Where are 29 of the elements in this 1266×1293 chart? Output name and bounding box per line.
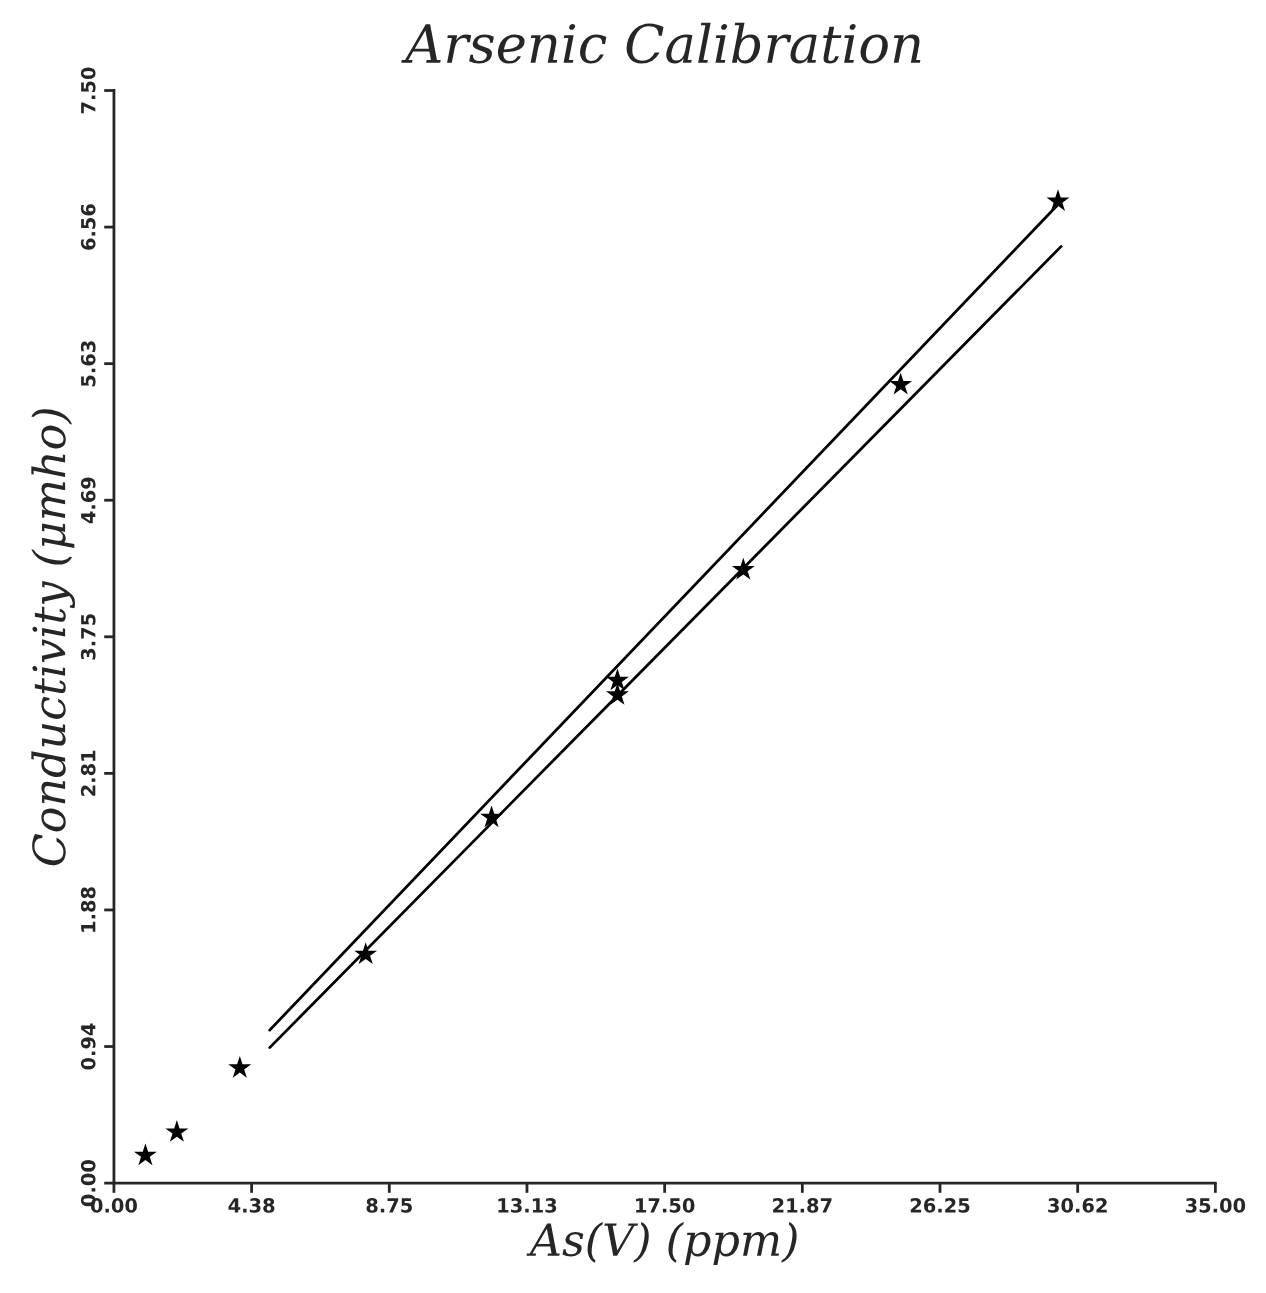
- x-tick-label: 30.62: [1048, 1198, 1107, 1213]
- chart-title: Arsenic Calibration: [401, 22, 921, 64]
- y-tick-label: 0.94: [80, 1023, 96, 1070]
- y-tick-label: 7.50: [80, 67, 96, 114]
- point: [606, 668, 629, 691]
- point: [165, 1120, 189, 1142]
- point: [1046, 189, 1070, 211]
- x-tick-label: 35.00: [1185, 1198, 1246, 1213]
- x-tick-label: 4.38: [228, 1198, 275, 1213]
- x-tick-label: 26.25: [910, 1198, 970, 1213]
- y-tick-label: 4.69: [80, 477, 96, 524]
- y-tick-label: 5.63: [80, 341, 96, 387]
- point: [480, 805, 504, 828]
- y-tick-label: 6.56: [80, 204, 96, 250]
- x-tick-label: 17.50: [636, 1198, 695, 1213]
- point: [228, 1055, 252, 1078]
- x-tick-label: 8.75: [366, 1198, 412, 1213]
- x-tick-label: 13.13: [498, 1198, 557, 1213]
- point: [133, 1143, 157, 1166]
- y-tick-label: 3.75: [80, 614, 96, 660]
- y-tick-label: 1.88: [80, 887, 96, 932]
- point: [354, 942, 378, 965]
- x-tick-label: 21.87: [773, 1198, 832, 1213]
- y-tick-label: 2.81: [80, 750, 96, 796]
- y-axis-title: Conductivity (μmho): [31, 409, 75, 866]
- point: [606, 683, 629, 705]
- point: [889, 372, 913, 395]
- point: [731, 557, 755, 580]
- x-axis-title: As(V) (ppm): [526, 1222, 797, 1266]
